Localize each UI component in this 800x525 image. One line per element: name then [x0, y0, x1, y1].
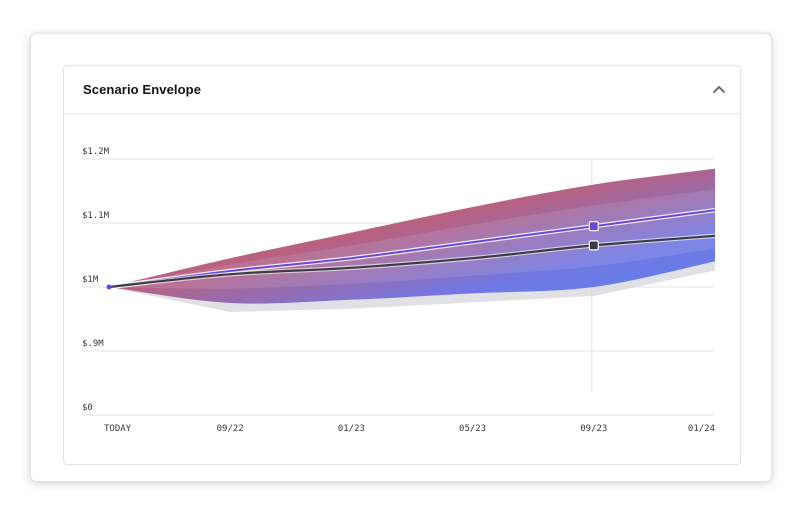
panel-frame: Scenario Envelope — [30, 33, 772, 482]
x-tick-label: 01/23 — [338, 424, 365, 434]
base-line — [108, 234, 716, 289]
scenario-envelope-card: Scenario Envelope — [63, 65, 741, 465]
y-tick-label: $1M — [82, 275, 99, 285]
y-tick-label: $1.1M — [82, 211, 110, 221]
chevron-up-icon — [713, 86, 725, 93]
card-title: Scenario Envelope — [83, 82, 202, 97]
envelope-shadow-band — [109, 261, 715, 312]
y-tick-label: $0 — [82, 403, 93, 413]
x-tick-label: 09/22 — [217, 424, 244, 434]
x-tick-label: 05/23 — [459, 424, 486, 434]
envelope-inner-band — [109, 189, 715, 289]
upside-line — [108, 209, 716, 288]
origin-point — [106, 284, 112, 290]
scenario-envelope-chart: $0 $.9M $1M $1.1M $1.2M TODAY 09/22 01/23 05/23… — [82, 147, 716, 434]
base-marker — [588, 240, 599, 251]
card-header: Scenario Envelope — [64, 66, 740, 114]
upside-marker — [588, 221, 599, 232]
y-tick-label: $.9M — [82, 339, 104, 349]
x-tick-label: 01/24 — [688, 424, 715, 434]
x-tick-label: 09/23 — [580, 424, 607, 434]
y-tick-label: $1.2M — [82, 147, 110, 157]
x-tick-label: TODAY — [104, 424, 132, 434]
collapse-button[interactable] — [708, 78, 730, 100]
